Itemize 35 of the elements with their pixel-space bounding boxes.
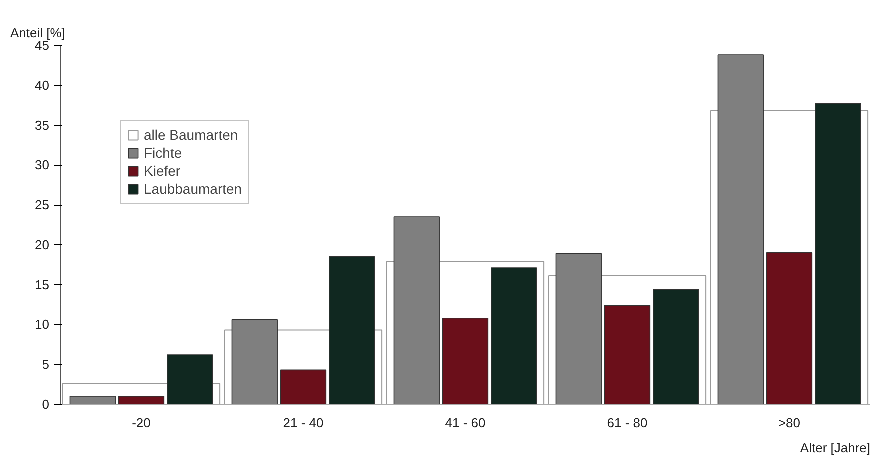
bar [280, 370, 327, 404]
y-axis-title: Anteil [%] [10, 26, 66, 40]
bar [329, 256, 376, 404]
legend-label: alle Baumarten [144, 127, 238, 143]
y-tick-label: 40 [35, 78, 50, 93]
bar [491, 268, 538, 404]
y-tick-label: 10 [35, 317, 50, 332]
bar [653, 289, 700, 404]
y-tick-label: 30 [35, 158, 50, 173]
legend-label: Kiefer [144, 163, 181, 179]
legend-label: Fichte [144, 145, 182, 161]
bar [167, 354, 214, 404]
bar [394, 216, 440, 404]
x-tick-label: 61 - 80 [607, 416, 648, 430]
bar [556, 253, 602, 404]
x-tick-label: -20 [132, 416, 151, 430]
bar [604, 305, 651, 404]
bar [232, 320, 278, 404]
x-tick-label: >80 [778, 416, 801, 430]
y-tick-label: 15 [35, 277, 50, 292]
y-tick-label: 0 [42, 397, 50, 412]
bar [442, 318, 489, 404]
x-tick-label: 41 - 60 [445, 416, 486, 430]
bar [766, 252, 813, 404]
y-tick-label: 35 [35, 118, 50, 133]
y-tick-label: 20 [35, 237, 50, 252]
bar [815, 103, 862, 404]
bar [118, 396, 165, 404]
legend-label: Laubbaumarten [144, 181, 242, 197]
y-tick-label: 25 [35, 198, 50, 213]
bar [70, 396, 116, 404]
bar [718, 54, 764, 404]
x-axis-title: Alter [Jahre] [800, 440, 871, 456]
y-tick-label: 5 [42, 357, 50, 372]
x-tick-label: 21 - 40 [283, 416, 324, 430]
